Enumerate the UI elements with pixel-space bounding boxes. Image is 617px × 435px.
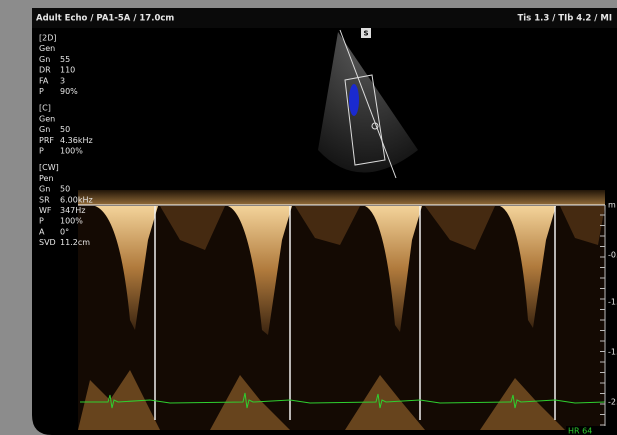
scale-label: -0. — [608, 251, 617, 260]
valve-clicks — [154, 206, 556, 420]
param-value: 3 — [60, 76, 65, 85]
param-label: PRF — [39, 136, 54, 145]
param-heading: [C] — [39, 104, 51, 113]
param-label: Gn — [39, 55, 50, 64]
param-label: Gen — [39, 114, 55, 123]
header-indices: Tis 1.3 / TIb 4.2 / MI — [517, 14, 612, 24]
scale-unit: m — [608, 201, 616, 210]
param-label: Gen — [39, 44, 55, 53]
param-value: 50 — [60, 125, 70, 134]
envelope-fill — [160, 206, 225, 250]
envelope-fill — [560, 206, 605, 245]
param-label: Pen — [39, 174, 54, 183]
scale-label: -2. — [608, 398, 617, 407]
param-value: 110 — [60, 66, 75, 75]
velocity-scale: m -0. -1. -1. -2. — [608, 201, 617, 407]
param-label: A — [39, 227, 45, 236]
envelope — [500, 206, 556, 328]
sample-gate — [371, 122, 379, 130]
param-value: 11.2cm — [60, 238, 90, 247]
lower-speckle — [78, 370, 565, 430]
param-label: FA — [39, 76, 49, 85]
ecg-trace — [80, 392, 606, 409]
scale-label: -1. — [608, 298, 617, 307]
param-label: DR — [39, 66, 51, 75]
envelope-fill — [425, 206, 495, 250]
color-box — [344, 74, 386, 166]
param-value: 50 — [60, 185, 70, 194]
heart-rate: HR 64 — [568, 427, 592, 435]
param-value: 347Hz — [60, 206, 85, 215]
param-label: P — [39, 217, 44, 226]
param-value: 100% — [60, 217, 83, 226]
marker: S — [363, 30, 368, 38]
param-label: Gn — [39, 185, 50, 194]
param-label: P — [39, 147, 44, 156]
param-label: SR — [39, 195, 50, 204]
param-value: 55 — [60, 55, 70, 64]
scale-label: -1. — [608, 348, 617, 357]
param-value: 6.00kHz — [60, 195, 93, 204]
scale-ticks — [600, 214, 605, 426]
envelope-fill — [295, 206, 360, 245]
doppler-envelopes — [78, 206, 605, 430]
marker-box — [361, 28, 371, 38]
param-heading: [2D] — [39, 34, 57, 43]
header-title: Adult Echo / PA1-5A / 17.0cm — [36, 14, 174, 24]
hr-box — [566, 426, 606, 435]
param-label: WF — [39, 206, 52, 215]
param-value: 0° — [60, 227, 69, 236]
param-value: 4.36kHz — [60, 136, 93, 145]
param-label: SVD — [39, 238, 56, 247]
envelope — [228, 206, 292, 335]
param-heading: [CW] — [39, 163, 59, 172]
sector-image — [318, 32, 418, 173]
param-label: P — [39, 87, 44, 96]
envelope — [365, 206, 422, 332]
color-flow — [349, 84, 359, 116]
cursor-line — [339, 29, 397, 179]
param-value: 90% — [60, 87, 78, 96]
header-bar — [32, 8, 617, 28]
param-label: Gn — [39, 125, 50, 134]
envelope — [95, 206, 158, 330]
param-value: 100% — [60, 147, 83, 156]
spectrum-band — [78, 190, 605, 205]
